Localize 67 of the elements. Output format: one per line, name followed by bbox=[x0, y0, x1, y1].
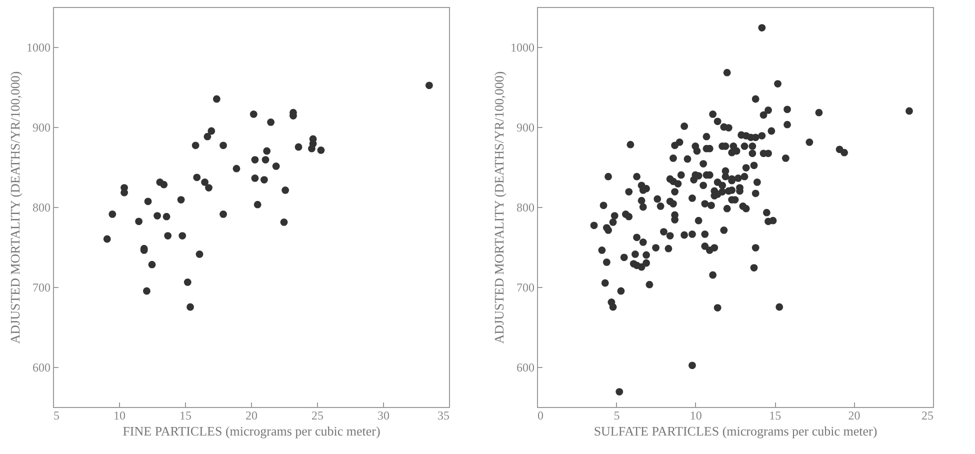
x-tick-label: 35 bbox=[438, 408, 450, 422]
point bbox=[308, 144, 316, 152]
y-tick-label: 800 bbox=[516, 200, 534, 214]
y-tick-label: 1000 bbox=[510, 40, 534, 54]
point bbox=[232, 164, 240, 172]
point bbox=[294, 143, 302, 151]
point bbox=[196, 250, 204, 258]
point bbox=[263, 147, 271, 155]
point bbox=[108, 210, 116, 218]
point bbox=[204, 132, 212, 140]
x-tick-label: 15 bbox=[180, 408, 192, 422]
point bbox=[272, 162, 280, 170]
y-tick-label: 700 bbox=[516, 280, 534, 294]
point bbox=[103, 235, 111, 243]
point bbox=[282, 186, 290, 194]
x-tick-label: 0 bbox=[538, 408, 544, 422]
point bbox=[184, 278, 192, 286]
point bbox=[220, 142, 227, 150]
point bbox=[164, 232, 172, 240]
point bbox=[144, 198, 152, 206]
point bbox=[262, 156, 270, 164]
x-tick-label: 10 bbox=[114, 408, 126, 422]
x-axis-title: FINE PARTICLES (micrograms per cubic meter) bbox=[122, 424, 380, 438]
point bbox=[208, 127, 216, 135]
point bbox=[267, 118, 275, 126]
x-tick-label: 20 bbox=[848, 408, 860, 422]
point bbox=[425, 82, 433, 90]
x-axis-title: SULFATE PARTICLES (micrograms per cubic meter) bbox=[594, 424, 878, 438]
point bbox=[250, 110, 258, 118]
point bbox=[162, 212, 170, 220]
point bbox=[148, 260, 156, 268]
y-tick-label: 600 bbox=[516, 360, 534, 374]
y-tick-label: 900 bbox=[516, 120, 534, 134]
x-tick-label: 25 bbox=[312, 408, 324, 422]
y-tick-label: 800 bbox=[32, 200, 50, 214]
point bbox=[192, 142, 200, 150]
x-tick-label: 25 bbox=[922, 408, 934, 422]
x-tick-label: 30 bbox=[378, 408, 390, 422]
x-tick-label: 20 bbox=[246, 408, 258, 422]
x-tick-label: 10 bbox=[690, 408, 702, 422]
point bbox=[201, 178, 209, 186]
y-tick-label: 900 bbox=[32, 120, 50, 134]
point bbox=[251, 174, 259, 182]
point bbox=[251, 156, 259, 164]
point bbox=[135, 218, 143, 226]
point bbox=[186, 303, 194, 311]
point bbox=[205, 184, 212, 192]
x-tick-label: 5 bbox=[614, 408, 620, 422]
point bbox=[220, 210, 227, 218]
point bbox=[154, 212, 161, 220]
x-tick-label: 5 bbox=[54, 408, 60, 422]
point bbox=[143, 287, 150, 295]
y-axis-title: ADJUSTED MORTALITY (DEATHS/YR/100,000) bbox=[492, 71, 506, 344]
point bbox=[317, 146, 325, 154]
point bbox=[177, 196, 185, 204]
point bbox=[193, 174, 201, 182]
point bbox=[212, 95, 220, 103]
y-tick-label: 1000 bbox=[26, 40, 50, 54]
point bbox=[178, 232, 186, 240]
y-tick-label: 600 bbox=[32, 360, 50, 374]
y-tick-label: 700 bbox=[32, 280, 50, 294]
point bbox=[260, 176, 268, 184]
x-tick-label: 15 bbox=[769, 408, 782, 422]
y-axis-title: ADJUSTED MORTALITY (DEATHS/YR/100,000) bbox=[8, 71, 22, 344]
point bbox=[280, 218, 288, 226]
point bbox=[254, 200, 262, 208]
point bbox=[160, 180, 168, 188]
